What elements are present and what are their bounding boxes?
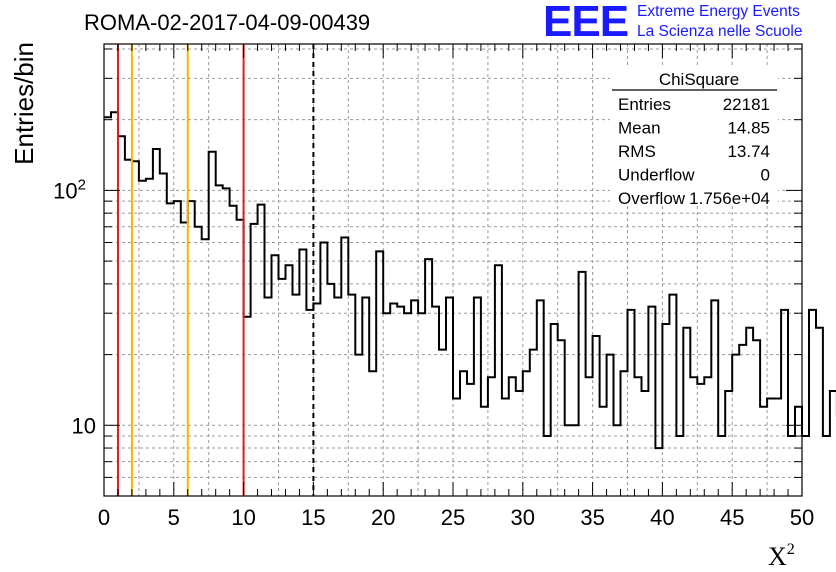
x-tick-label: 10: [231, 505, 255, 530]
plot-title: ROMA-02-2017-04-09-00439: [84, 10, 371, 35]
grid-lines: [104, 44, 802, 496]
x-tick-label: 50: [790, 505, 814, 530]
eee-logo-line1: Extreme Energy Events: [637, 3, 800, 20]
y-tick-label: 102: [53, 176, 86, 203]
stats-box-title: ChiSquare: [659, 70, 739, 89]
x-axis-label: X2: [768, 541, 795, 571]
y-tick-label: 10: [72, 413, 96, 438]
stats-label: Entries: [618, 95, 671, 114]
x-tick-label: 35: [580, 505, 604, 530]
stats-label: RMS: [618, 142, 656, 161]
stats-label: Underflow: [618, 166, 695, 185]
x-tick-label: 45: [720, 505, 744, 530]
x-tick-label: 40: [650, 505, 674, 530]
histogram-step-line: [104, 111, 836, 450]
stats-value: 1.756e+04: [689, 189, 770, 208]
y-axis-label: Entries/bin: [9, 42, 39, 165]
x-tick-label: 5: [168, 505, 180, 530]
x-tick-label: 0: [98, 505, 110, 530]
x-tick-label: 30: [511, 505, 535, 530]
x-tick-label: 15: [301, 505, 325, 530]
stats-value: 14.85: [727, 119, 770, 138]
eee-logo-line2: La Scienza nelle Scuole: [637, 23, 803, 40]
stats-value: 13.74: [727, 142, 770, 161]
stats-label: Overflow: [618, 189, 686, 208]
eee-logo: EEE: [543, 0, 629, 46]
stats-label: Mean: [618, 119, 661, 138]
x-tick-label: 20: [371, 505, 395, 530]
stats-value: 22181: [723, 95, 770, 114]
stats-value: 0: [761, 166, 770, 185]
x-tick-label: 25: [441, 505, 465, 530]
stats-box: [610, 66, 778, 206]
